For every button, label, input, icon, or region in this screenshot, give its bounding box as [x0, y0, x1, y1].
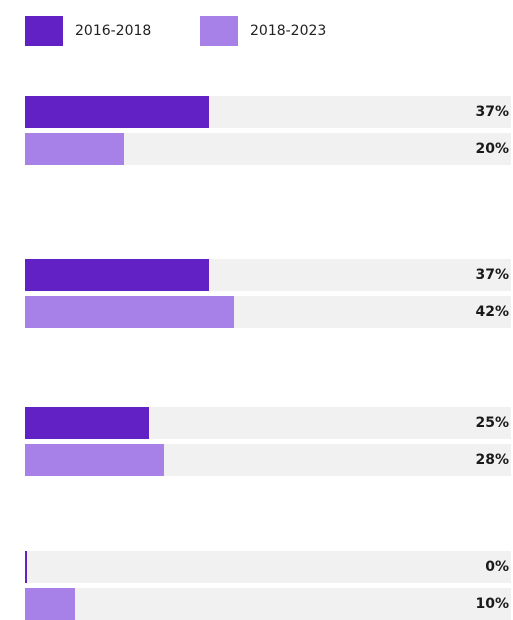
- bar-value-label: 42%: [475, 304, 509, 320]
- bar-value-label: 28%: [475, 452, 509, 468]
- legend-swatch-2018-2023: [200, 16, 238, 46]
- bar-2016-2018-1: [25, 96, 209, 128]
- bar-2016-2018-3: [25, 407, 150, 439]
- bar-track: 37%: [25, 259, 511, 291]
- bar-track: 20%: [25, 133, 511, 165]
- legend-label-2018-2023: 2018-2023: [250, 23, 327, 39]
- legend-swatch-2016-2018: [25, 16, 63, 46]
- bar-value-label: 20%: [475, 141, 509, 157]
- bar-track: 37%: [25, 96, 511, 128]
- bar-2018-2023-3: [25, 444, 165, 476]
- bar-track: 42%: [25, 296, 511, 328]
- bar-2016-2018-4: [25, 551, 27, 583]
- bar-2018-2023-2: [25, 296, 234, 328]
- bar-track: 28%: [25, 444, 511, 476]
- bar-track: 25%: [25, 407, 511, 439]
- bar-value-label: 10%: [475, 596, 509, 612]
- bar-2016-2018-2: [25, 259, 209, 291]
- bar-value-label: 37%: [475, 267, 509, 283]
- bar-value-label: 25%: [475, 415, 509, 431]
- bar-value-label: 37%: [475, 104, 509, 120]
- bar-2018-2023-1: [25, 133, 125, 165]
- bar-value-label: 0%: [485, 559, 509, 575]
- bar-track: 10%: [25, 588, 511, 620]
- legend-label-2016-2018: 2016-2018: [75, 23, 152, 39]
- bar-track: 0%: [25, 551, 511, 583]
- bar-2018-2023-4: [25, 588, 75, 620]
